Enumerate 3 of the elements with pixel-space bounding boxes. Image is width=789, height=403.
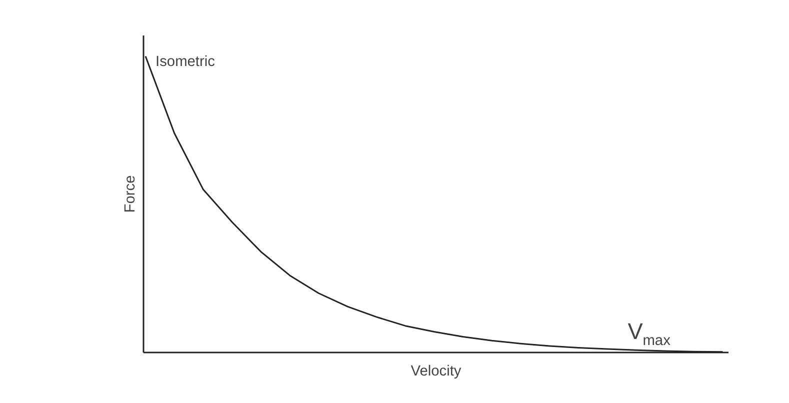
x-axis-title: Velocity — [410, 364, 462, 380]
annotation: Isometric — [156, 54, 215, 70]
y-axis-title: Force — [122, 175, 138, 213]
